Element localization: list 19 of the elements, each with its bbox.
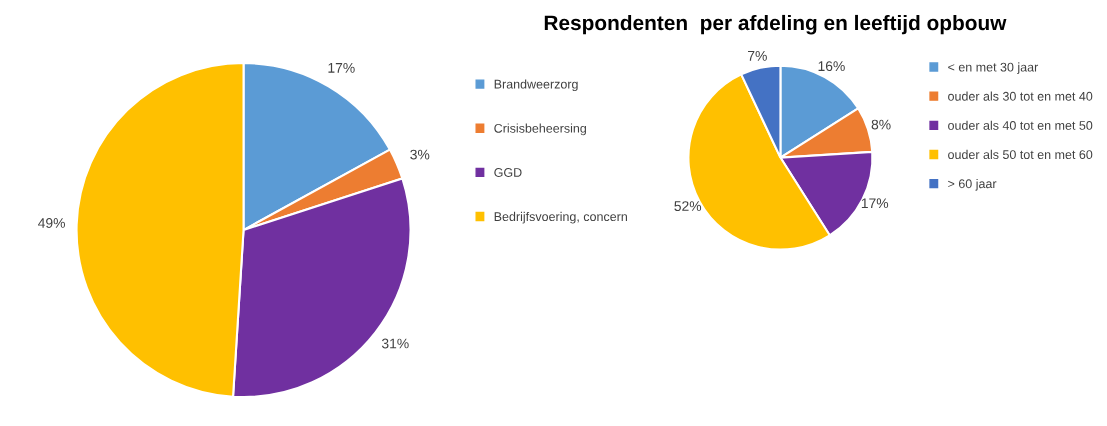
legend-label: GGD [494,168,522,177]
legend-label: < en met 30 jaar [948,62,1039,75]
data-label: 3% [410,149,430,160]
legend-label: ouder als 50 tot en met 60 [948,149,1093,160]
data-label: 49% [38,218,65,228]
legend-label: ouder als 40 tot en met 50 [948,120,1093,130]
legend-label: > 60 jaar [948,178,997,191]
data-label: 16% [818,61,845,72]
legend-label: Brandweerzorg [494,79,578,92]
data-label: 17% [328,63,355,73]
chart-title: Respondenten per afdeling en leeftijd opbouw [544,14,1007,35]
legend-label: Bedrijfsvoering, concern [494,211,627,224]
data-label: 8% [871,119,891,130]
data-label: 52% [674,201,702,211]
legend-label: ouder als 30 tot en met 40 [948,91,1093,101]
data-label: 31% [381,338,409,349]
data-label: 17% [861,198,889,209]
data-label: 7% [748,51,767,61]
legend-label: Crisisbeheersing [494,123,586,136]
